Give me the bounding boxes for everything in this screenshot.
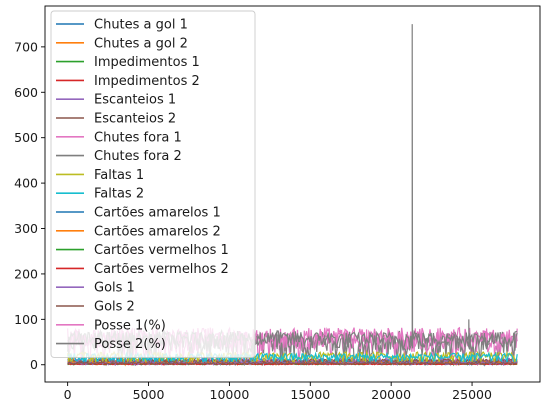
x-tick-label: 10000 [210, 387, 250, 402]
y-tick-label: 500 [14, 130, 38, 145]
legend-label: Faltas 1 [94, 168, 144, 183]
x-tick-label: 5000 [133, 387, 165, 402]
legend-label: Chutes a gol 2 [94, 36, 188, 51]
axes-frame [44, 5, 541, 383]
legend-label: Impedimentos 1 [94, 55, 200, 70]
legend-label: Chutes fora 1 [94, 130, 182, 145]
legend-label: Escanteios 2 [94, 112, 176, 127]
y-axis: 0 100 200 300 400 500 600 700 [14, 39, 45, 372]
legend-label: Escanteios 1 [94, 93, 176, 108]
legend-label: Chutes fora 2 [94, 149, 182, 164]
y-tick-label: 0 [30, 357, 38, 372]
y-tick-label: 100 [14, 312, 38, 327]
legend-box [50, 10, 256, 358]
legend: Chutes a gol 1 Chutes a gol 2 Impedimentos… [50, 10, 256, 358]
legend-label: Gols 1 [94, 281, 135, 296]
y-tick-label: 300 [14, 221, 38, 236]
legend-label: Impedimentos 2 [94, 74, 200, 89]
legend-label: Cartões vermelhos 2 [94, 262, 229, 277]
legend-label: Faltas 2 [94, 187, 144, 202]
x-tick-label: 0 [64, 387, 72, 402]
x-axis: 0 5000 10000 15000 20000 25000 [64, 382, 492, 402]
legend-label: Cartões amarelos 1 [94, 206, 221, 221]
x-tick-label: 25000 [452, 387, 492, 402]
legend-label: Chutes a gol 1 [94, 18, 188, 33]
legend-label: Posse 1(%) [94, 318, 166, 333]
y-tick-label: 600 [14, 85, 38, 100]
x-tick-label: 20000 [371, 387, 411, 402]
series-layer [67, 24, 518, 367]
x-tick-label: 15000 [290, 387, 330, 402]
series-line-15 [67, 361, 518, 366]
legend-label: Cartões vermelhos 1 [94, 243, 229, 258]
y-tick-label: 400 [14, 176, 38, 191]
y-tick-label: 200 [14, 266, 38, 281]
legend-label: Posse 2(%) [94, 337, 166, 352]
legend-label: Gols 2 [94, 300, 135, 315]
y-tick-label: 700 [14, 39, 38, 54]
legend-label: Cartões amarelos 2 [94, 224, 221, 239]
